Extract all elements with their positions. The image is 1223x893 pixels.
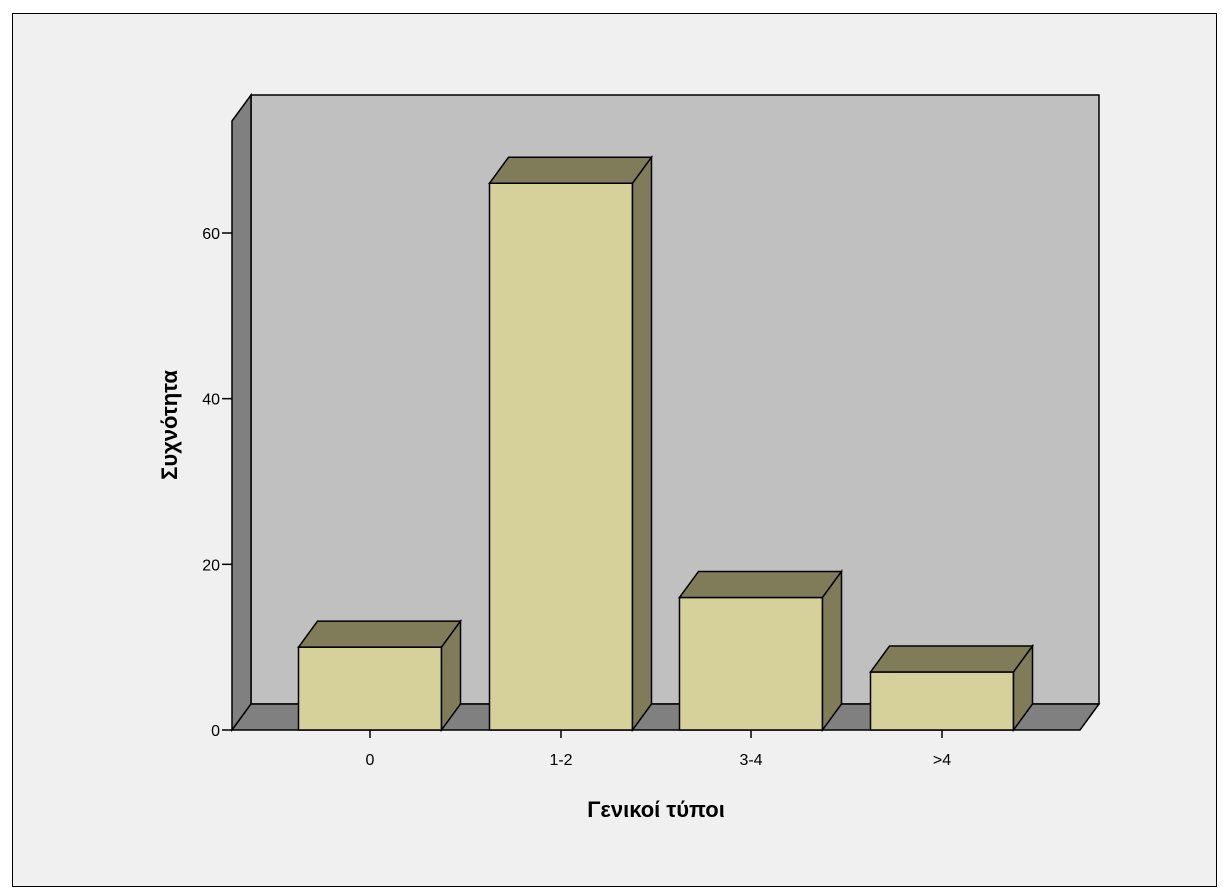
bar->4 xyxy=(869,643,1034,733)
y-axis-title: Συχνότητα xyxy=(157,370,182,480)
bar-0 xyxy=(297,618,462,733)
x-tick-label: >4 xyxy=(933,752,951,769)
x-tick-label: 1-2 xyxy=(549,752,572,769)
y-tick-label: 0 xyxy=(211,723,220,740)
bar-front xyxy=(488,182,634,731)
bar-front xyxy=(869,671,1015,731)
x-axis-title: Γενικοί τύποι xyxy=(587,797,725,822)
bar-1-2 xyxy=(488,155,653,733)
bar-top xyxy=(297,620,462,648)
bar-top xyxy=(678,570,843,599)
y-tick-label: 20 xyxy=(202,557,220,574)
side-wall xyxy=(231,92,252,733)
bar-front xyxy=(678,596,824,731)
bar-side xyxy=(631,155,653,733)
bar-front xyxy=(297,646,443,731)
bar-top xyxy=(488,156,653,185)
y-tick-label: 60 xyxy=(202,226,220,243)
bar-side xyxy=(1012,643,1034,733)
bar-side xyxy=(440,618,462,733)
axes-group: 0 1-2 3-4 >4 0 20 40 60 xyxy=(202,226,951,769)
x-tick-label: 0 xyxy=(366,752,375,769)
x-tick-label: 3-4 xyxy=(739,752,762,769)
bars-group xyxy=(297,155,1034,733)
bar-top xyxy=(869,645,1034,673)
bar-side xyxy=(821,569,843,733)
y-tick-label: 40 xyxy=(202,392,220,409)
bar-3-4 xyxy=(678,569,843,733)
back-wall xyxy=(250,94,1100,705)
